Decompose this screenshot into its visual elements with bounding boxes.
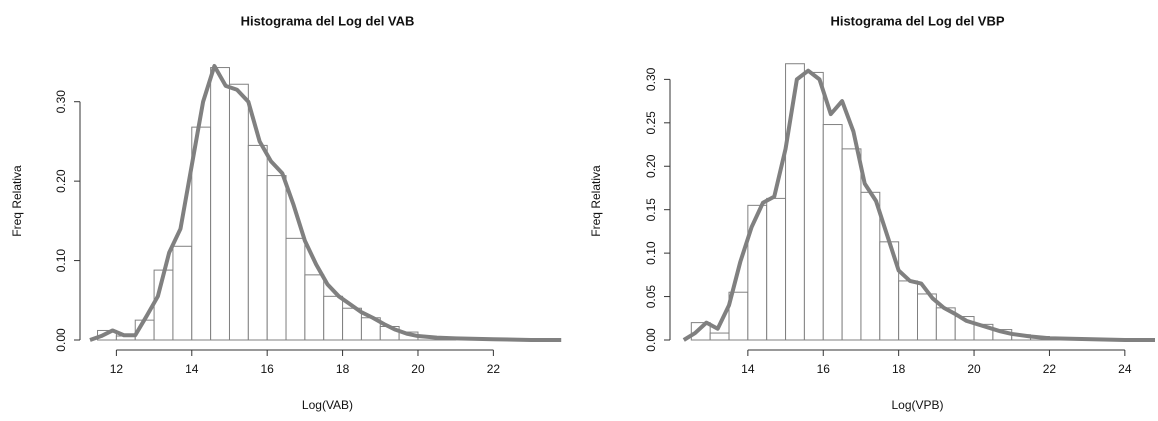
y-tick-label: 0.20: [54, 169, 68, 193]
density-line: [89, 63, 562, 342]
y-axis-label: Freq Relativa: [10, 165, 24, 237]
bar: [822, 124, 843, 341]
y-tick-label: 0.20: [644, 154, 658, 178]
y-tick-label: 0.30: [644, 67, 658, 91]
bar: [247, 144, 268, 341]
y-tick-label: 0.30: [54, 90, 68, 114]
y-axis-label: Freq Relativa: [589, 165, 603, 237]
bar: [342, 307, 362, 341]
bar: [285, 237, 306, 341]
x-tick-label: 14: [741, 362, 755, 376]
x-tick-label: 22: [487, 362, 501, 376]
y-tick-label: 0.00: [54, 328, 68, 352]
x-tick-label: 16: [261, 362, 275, 376]
x-tick-label: 12: [110, 362, 124, 376]
x-tick-label: 22: [1043, 362, 1057, 376]
bar: [860, 191, 881, 341]
x-tick-label: 20: [411, 362, 425, 376]
bar: [210, 67, 230, 341]
bar: [266, 175, 287, 341]
x-tick-label: 14: [185, 362, 199, 376]
density-line: [682, 68, 1155, 342]
bar: [228, 83, 249, 341]
bar: [785, 63, 805, 341]
bar: [323, 295, 344, 341]
bar: [841, 148, 862, 341]
x-tick-label: 18: [336, 362, 350, 376]
bar: [709, 332, 730, 341]
x-tick-label: 18: [892, 362, 906, 376]
bar: [766, 197, 787, 341]
bar: [304, 274, 325, 341]
bar: [898, 280, 919, 341]
chart-title: Histograma del Log del VBP: [830, 13, 1004, 28]
x-axis-label: Log(VPB): [891, 398, 943, 412]
y-tick-label: 0.10: [54, 249, 68, 273]
bar: [803, 71, 824, 341]
bar: [172, 245, 193, 341]
y-tick-label: 0.15: [644, 198, 658, 222]
y-tick-label: 0.10: [644, 241, 658, 265]
x-axis-label: Log(VAB): [302, 398, 353, 412]
y-tick-label: 0.00: [644, 328, 658, 352]
x-tick-label: 16: [817, 362, 831, 376]
chart-title: Histograma del Log del VAB: [241, 13, 415, 28]
bar: [690, 322, 711, 341]
x-tick-label: 20: [967, 362, 981, 376]
y-tick-label: 0.25: [644, 111, 658, 135]
x-tick-label: 24: [1118, 362, 1132, 376]
y-tick-label: 0.05: [644, 285, 658, 309]
